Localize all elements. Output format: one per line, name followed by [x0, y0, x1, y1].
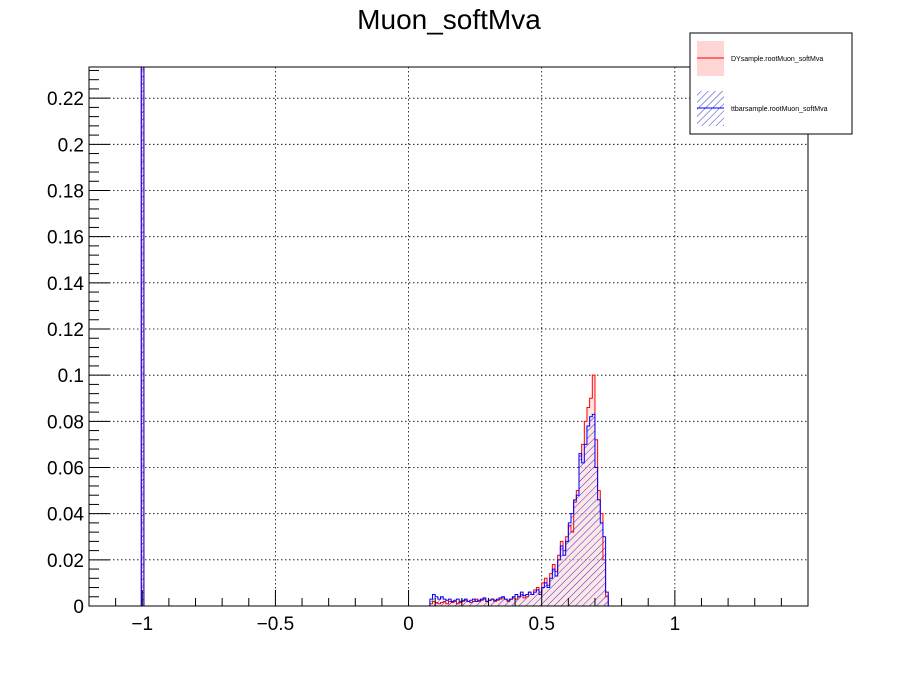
axes: −1 −0.5 0 0.5 1 0 0.02 0.04 0.06 0.08 0.1 0.12 0.14 0…: [47, 69, 809, 635]
y-tick-label: 0.12: [47, 320, 84, 341]
spike-bar-ttbar: [140, 66, 145, 607]
legend-entry-ttbar: ttbarsample.rootMuon_softMva: [697, 91, 828, 126]
legend-label-dy: DYsample.rootMuon_softMva: [731, 56, 823, 63]
series-layer: [89, 66, 808, 607]
y-tick-label: 0.2: [58, 135, 84, 156]
y-tick-label: 0.06: [47, 458, 84, 479]
y-tick-label: 0.1: [58, 366, 84, 387]
x-tick-label: −0.5: [257, 614, 295, 635]
y-tick-label: 0.02: [47, 551, 84, 572]
x-tick-label: 1: [670, 614, 681, 635]
histogram-ttbar: [429, 413, 611, 607]
x-tick-label: 0.5: [528, 614, 554, 635]
x-tick-label: 0: [403, 614, 414, 635]
y-tick-label: 0.22: [47, 89, 84, 110]
legend: DYsample.rootMuon_softMva ttbarsample.ro…: [689, 32, 853, 135]
legend-entry-dy: DYsample.rootMuon_softMva: [697, 41, 823, 76]
y-tick-label: 0.16: [47, 228, 84, 249]
y-tick-label: 0: [73, 597, 84, 618]
y-tick-label: 0.14: [47, 274, 84, 295]
y-tick-label: 0.18: [47, 181, 84, 202]
x-tick-label: −1: [131, 614, 153, 635]
plot-frame: [88, 66, 809, 607]
y-tick-label: 0.04: [47, 505, 84, 526]
grid-lines: [89, 67, 808, 606]
chart-title: Muon_softMva: [357, 4, 541, 35]
legend-label-ttbar: ttbarsample.rootMuon_softMva: [731, 106, 828, 113]
y-tick-label: 0.08: [47, 412, 84, 433]
